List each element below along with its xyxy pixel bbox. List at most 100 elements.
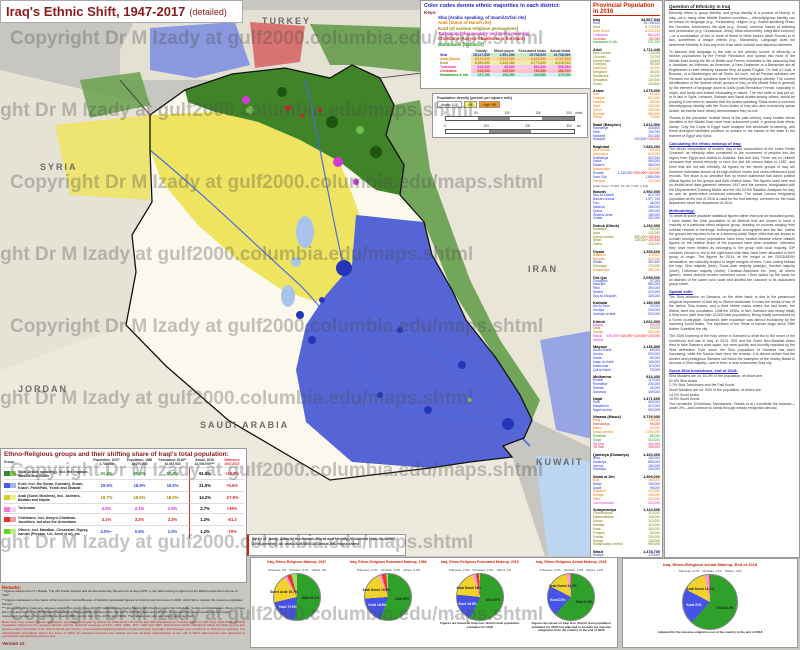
pie-chart-cell: Iraq, Ethno-Religious Makeup, 1947 Turkom… bbox=[251, 558, 343, 647]
scale-bar-track bbox=[445, 129, 575, 134]
pie-charts-panel: Iraq, Ethno-Religious Makeup, 1947 Turkom… bbox=[250, 557, 618, 648]
idp-addition: +120,316 bbox=[646, 238, 660, 243]
district-name: Samawa bbox=[593, 389, 606, 394]
pie-slice-label: Shia 55% bbox=[394, 597, 410, 602]
district-name: Darbandikhan bbox=[593, 515, 614, 520]
group-share-value: 18.9% bbox=[123, 479, 156, 491]
district-name: Mergasor bbox=[593, 70, 607, 75]
article-list-item: Sunni Muslims are ca. 33% of the populat… bbox=[669, 388, 762, 393]
province-total: 1,539,600 bbox=[643, 249, 660, 254]
scale-tick: 50 bbox=[474, 111, 478, 115]
district-population: 90,200 bbox=[649, 66, 660, 71]
district-row: Musayib 192,500+130,000 bbox=[593, 137, 660, 142]
district-row: Heet 190,000 bbox=[593, 104, 660, 109]
district-name: Zakho bbox=[593, 242, 603, 247]
district-name: Hilla bbox=[593, 129, 600, 134]
district-name: Adhamiya bbox=[593, 151, 608, 156]
district-row: Hamdaniya 95,000 bbox=[593, 422, 660, 427]
district-row: Haditha 85,000 bbox=[593, 100, 660, 105]
district-population: 230,000 bbox=[648, 382, 660, 386]
district-row: Majar Al-Kabir 160,000 bbox=[593, 360, 660, 365]
article-panel: Question of Ethnicity in Iraq Ethnicity … bbox=[664, 0, 800, 558]
district-name: Ba'aj bbox=[593, 418, 601, 423]
district-name: Diwaniya bbox=[593, 459, 607, 464]
district-population: 160,000 bbox=[648, 212, 660, 217]
district-row: Ain Al-Tamr 30,000 bbox=[593, 304, 660, 309]
district-name: Hawija bbox=[593, 330, 603, 335]
pie-slice-label: Sunni Arab 19.7% bbox=[270, 589, 298, 594]
groups-share-panel: Ethno-Religious groups and their shiftin… bbox=[0, 448, 247, 583]
pie-small-label: Others, 1.2% bbox=[724, 569, 742, 573]
group-swatch bbox=[4, 528, 16, 534]
district-population: 110,000 bbox=[648, 378, 660, 383]
pie-slice-label: Shia 61.6% bbox=[575, 599, 593, 604]
district-name: Tikrit bbox=[593, 497, 601, 502]
province-block: Salah al-Din 1,509,200 Baiji 180,000 Balad 19… bbox=[593, 475, 660, 506]
pie-caption: Figures are based on Iraqi Gov. district… bbox=[440, 621, 520, 629]
province-total: 1,320,000 bbox=[643, 452, 660, 457]
tigris-river bbox=[304, 79, 509, 425]
group-actual-value: 61.6% bbox=[189, 467, 220, 480]
group-name: Shia (Arabic speaking), incl. the Iraqio… bbox=[18, 469, 89, 478]
district-row: Turkoman 864,200 bbox=[593, 32, 660, 38]
district-population: 110,000 bbox=[648, 363, 660, 368]
district-name: Qa'im bbox=[593, 107, 602, 112]
province-header: Basrah 2,952,000 bbox=[593, 190, 660, 194]
district-name: Turkoman bbox=[593, 32, 608, 37]
district-name: Manathera bbox=[593, 404, 609, 408]
group-actual-value: 1.2% bbox=[189, 525, 220, 538]
legend-row-value: 379,000 bbox=[548, 73, 573, 78]
district-population: 98,300 bbox=[649, 62, 660, 67]
lake-razzaza bbox=[281, 285, 295, 307]
legend-row-group: Mandaeans & oth. bbox=[440, 73, 470, 78]
pie-small-labels: Turkoman, 2.1% Christian, 3.2% Others, 0.6… bbox=[343, 568, 435, 572]
scale-segment bbox=[510, 117, 542, 120]
district-population: 610,000 bbox=[648, 151, 660, 156]
province-note: (total share: 77.9%, 19.1%, 2.8%, 1.1%) bbox=[593, 183, 649, 188]
legend-row-value: 18,117,630 bbox=[471, 53, 492, 58]
kurd-light-patch2 bbox=[246, 106, 254, 114]
district-row: Mergasor 35,100 bbox=[593, 70, 660, 75]
legend-row-group: Turkoman bbox=[440, 65, 457, 70]
legend-key: Shia (Arabic speaking, of Imami/Ja'fari … bbox=[438, 15, 526, 20]
district-population: 230,000 bbox=[648, 308, 660, 313]
district-row: Mada'in 380,000 bbox=[593, 163, 660, 168]
province-total: 2,952,000 bbox=[643, 190, 660, 195]
district-name: Samarra bbox=[593, 489, 606, 494]
groups-col-header: Population, 1988 18,270,000 bbox=[126, 458, 153, 466]
province-total: 1,712,440 bbox=[643, 47, 660, 52]
legend-row-value: 380,070 bbox=[548, 69, 573, 74]
district-name: Abu Al-Khasib bbox=[593, 193, 614, 198]
provincial-title: Provincial Population in 2016 bbox=[593, 3, 660, 16]
euphrates-river bbox=[149, 149, 509, 425]
group-share-value: 2.5% bbox=[156, 503, 189, 513]
label-saudi-arabia: SAUDI ARABIA bbox=[200, 420, 289, 430]
iraq-border bbox=[125, 64, 533, 481]
district-row: Rusafa 1,130,000+300,000+190,000 bbox=[593, 171, 660, 176]
province-header: Maysan 1,136,800 bbox=[593, 345, 660, 349]
remark-note: *** About 1.7 million Iraqis are refugee… bbox=[2, 606, 245, 619]
scale-segment bbox=[446, 117, 478, 120]
label-kuwait: KUWAIT bbox=[536, 457, 584, 467]
district-row: Baiji 180,000 bbox=[593, 478, 660, 483]
district-name: Fao bbox=[593, 200, 599, 205]
district-row: Soran 104,800 bbox=[593, 82, 660, 87]
district-name: Ain Al-Tamr bbox=[593, 304, 610, 309]
district-row: Tel Afar 450,000 bbox=[593, 442, 660, 447]
pie-chart-cell: Iraq, Ethno-Religious Actual Makeup, End… bbox=[623, 561, 797, 647]
district-row: Rifai 390,000 bbox=[593, 286, 660, 291]
district-row: Kalar 180,000 bbox=[593, 527, 660, 532]
district-row: Mosul central 2,050,000 bbox=[593, 430, 660, 435]
iraq-ethnic-map: TURKEY SYRIA IRAN JORDAN SAUDI ARABIA KU… bbox=[0, 10, 596, 556]
district-name: Chibayish bbox=[593, 278, 608, 283]
district-population: 742,000 bbox=[648, 50, 660, 55]
district-name: Dokan bbox=[593, 519, 603, 524]
district-row: Dujail 95,000 bbox=[593, 486, 660, 491]
legend-row-group: Arab (Sunni) bbox=[440, 57, 461, 62]
legend-row-value: 760,080 bbox=[516, 69, 549, 74]
province-name: Baghdad bbox=[593, 144, 610, 149]
district-row: Rumaitha 230,000 bbox=[593, 382, 660, 387]
pie-small-label: Christians, 2.2% bbox=[472, 568, 494, 572]
district-row: Samarra 310,000 bbox=[593, 489, 660, 494]
district-row: Midaina 168,000 bbox=[593, 205, 660, 210]
